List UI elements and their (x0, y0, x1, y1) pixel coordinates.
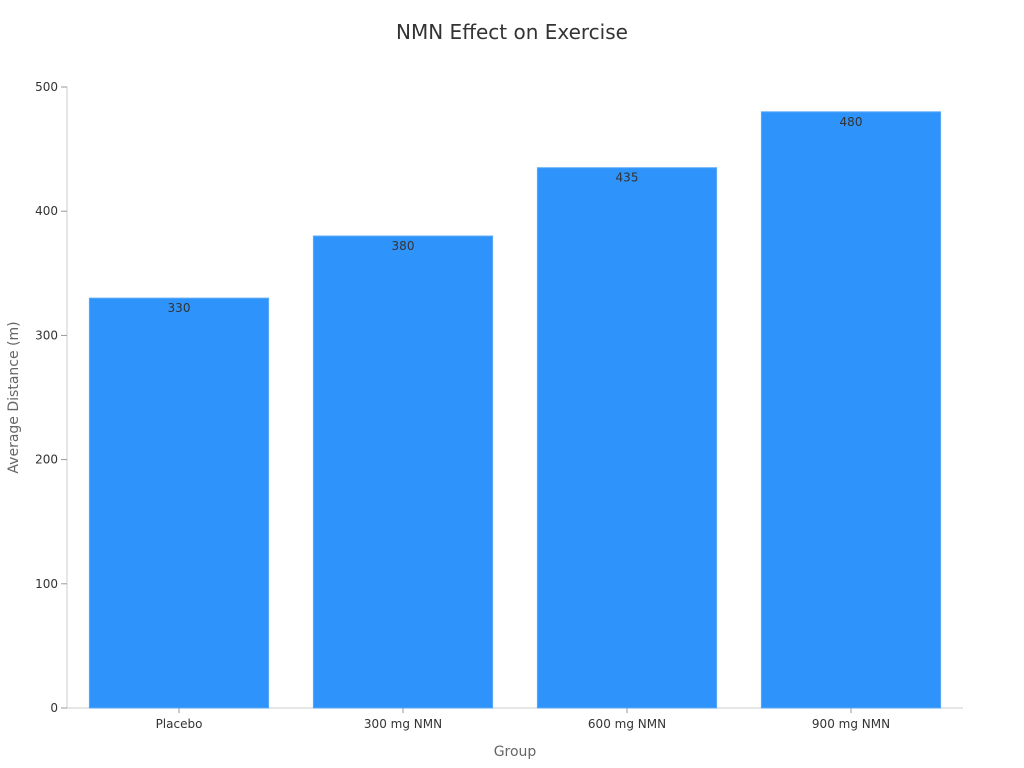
y-axis-title: Average Distance (m) (6, 321, 22, 473)
y-tick-label: 300 (35, 328, 58, 342)
bar (536, 167, 718, 709)
bars (88, 111, 942, 709)
x-tick-label: 600 mg NMN (588, 717, 666, 731)
y-tick-label: 100 (35, 577, 58, 591)
bar-data-label: 435 (616, 171, 639, 185)
bar-data-label: 330 (168, 301, 191, 315)
bar (88, 297, 270, 709)
x-axis-title: Group (494, 744, 537, 760)
y-axis: 0 100 200 300 400 500 (35, 80, 68, 715)
bar-data-label: 480 (840, 115, 863, 129)
y-tick-label: 400 (35, 204, 58, 218)
x-axis: Placebo 300 mg NMN 600 mg NMN 900 mg NMN (67, 707, 963, 731)
y-tick-label: 200 (35, 453, 58, 467)
chart-title: NMN Effect on Exercise (396, 20, 628, 44)
y-tick-label: 500 (35, 80, 58, 94)
y-tick-label: 0 (50, 701, 58, 715)
x-tick-label: 900 mg NMN (812, 717, 890, 731)
bar (312, 235, 494, 709)
x-tick-label: 300 mg NMN (364, 717, 442, 731)
bar-data-label: 380 (392, 239, 415, 253)
bar (760, 111, 942, 709)
data-labels: 330 380 435 480 (168, 115, 863, 315)
x-tick-label: Placebo (156, 717, 203, 731)
